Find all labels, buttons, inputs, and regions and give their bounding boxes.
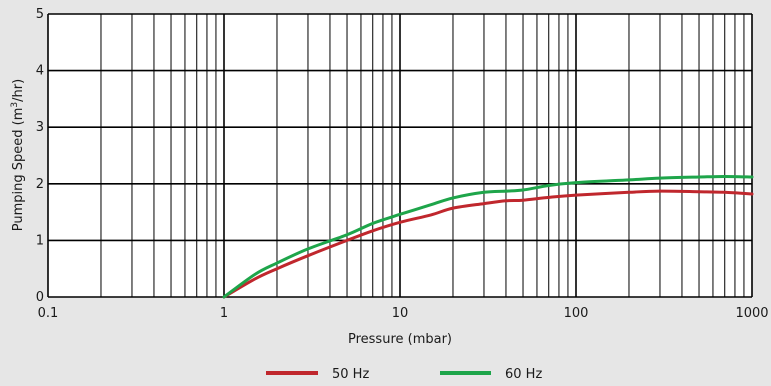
legend-label-50hz: 50 Hz <box>332 367 369 382</box>
x-tick-label: 1000 <box>735 306 768 321</box>
tick-labels: 0.1 1 10 100 1000 0 1 2 3 4 5 <box>36 7 769 321</box>
y-tick-label: 2 <box>36 177 44 192</box>
x-tick-label: 10 <box>392 306 409 321</box>
data-series <box>222 174 754 299</box>
y-tick-label: 5 <box>36 7 44 22</box>
x-tick-label: 1 <box>220 306 228 321</box>
series-line-50hz <box>222 189 754 299</box>
legend-label-60hz: 60 Hz <box>505 367 542 382</box>
x-tick-label: 100 <box>564 306 589 321</box>
y-axis-title-main: Pumping Speed (m <box>11 108 26 232</box>
y-axis-title-superscript: 3 <box>10 102 20 108</box>
legend: 50 Hz 60 Hz <box>266 367 542 382</box>
y-axis-title-unit: /hr) <box>11 79 26 102</box>
series-line-60hz <box>222 174 754 299</box>
y-tick-label: 4 <box>36 64 44 79</box>
y-axis-title: Pumping Speed (m3/hr) <box>10 79 26 231</box>
y-tick-label: 3 <box>36 120 44 135</box>
y-tick-label: 1 <box>36 233 44 248</box>
y-tick-label: 0 <box>36 290 44 305</box>
x-axis-title: Pressure (mbar) <box>348 332 452 347</box>
grid-lines <box>47 13 753 298</box>
x-tick-label: 0.1 <box>38 306 59 321</box>
